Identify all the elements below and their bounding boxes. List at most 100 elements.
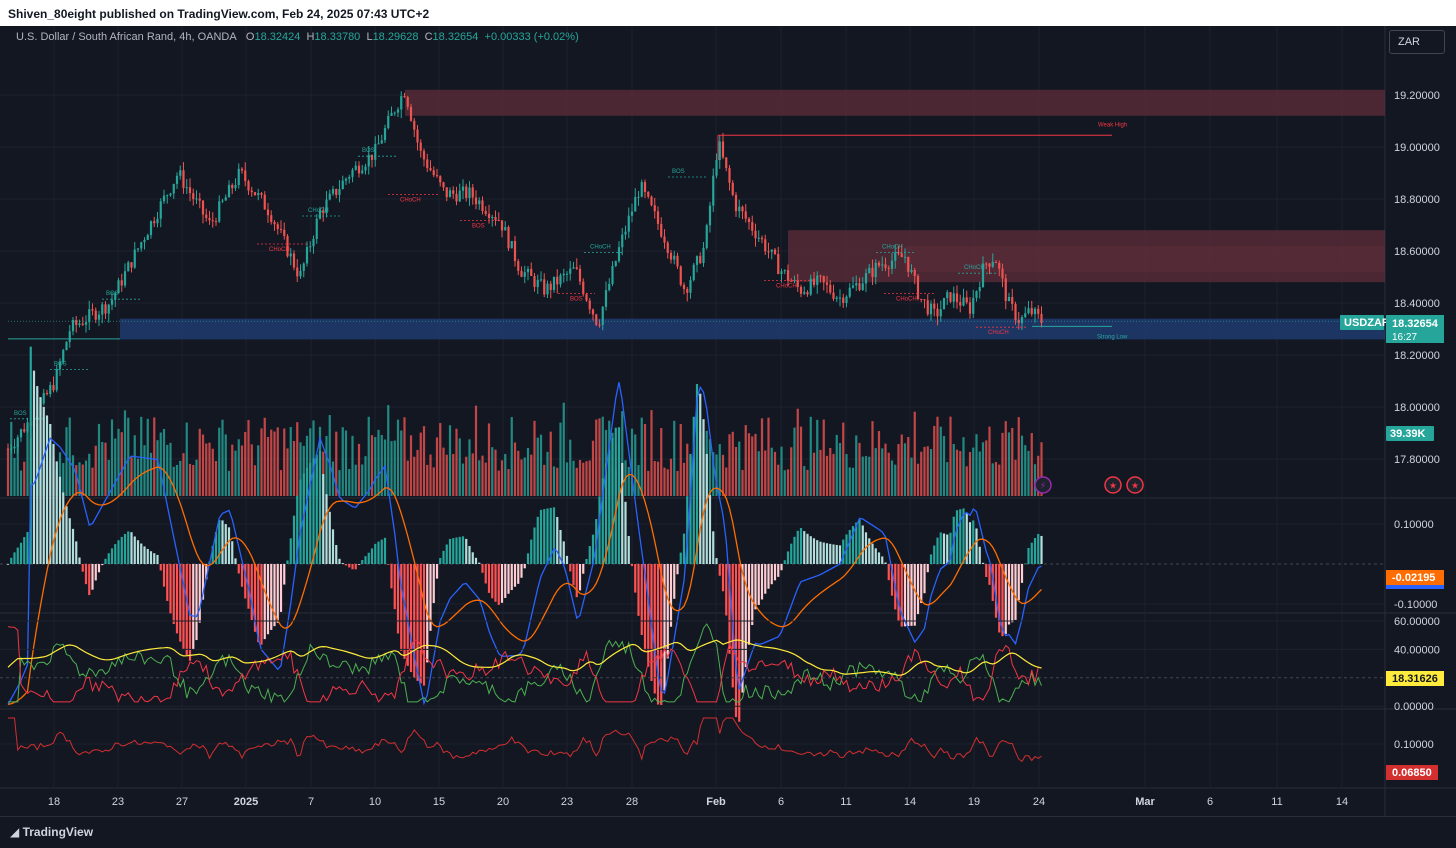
macd-hist-bar (777, 564, 780, 577)
candle-body (218, 201, 221, 222)
volume-bar (1007, 432, 1011, 496)
volume-bar (309, 428, 312, 496)
candle-body (117, 280, 120, 294)
macd-hist-bar (494, 564, 497, 602)
candle-body (214, 221, 218, 223)
candle-body (517, 261, 520, 271)
candle-body (312, 238, 315, 247)
candle-body (500, 220, 504, 231)
legend-low: 18.29628 (372, 31, 419, 43)
macd-hist-bar (929, 554, 933, 564)
atr-line (8, 717, 1042, 763)
macd-value-label: -0.02195 (1392, 572, 1435, 584)
x-tick-label: 11 (840, 796, 851, 808)
candle-body (604, 290, 608, 307)
volume-bar (530, 454, 533, 496)
candle-body (965, 297, 968, 303)
candle-body (159, 201, 162, 219)
macd-hist-bar (250, 564, 253, 620)
dmi-value-label: 18.31626 (1392, 673, 1438, 685)
volume-bar (16, 444, 19, 496)
volume-bar (741, 469, 744, 496)
candle-body (250, 190, 253, 193)
macd-hist-bar (299, 479, 302, 564)
x-tick-label: 15 (433, 796, 445, 808)
volume-bar (634, 434, 637, 496)
macd-hist-bar (679, 552, 682, 564)
volume-bar (234, 450, 237, 496)
volume-bar (754, 433, 757, 496)
candle-body (315, 218, 318, 239)
volume-bar (637, 465, 640, 496)
macd-hist-bar (747, 564, 751, 645)
candle-body (754, 230, 757, 239)
chart-area[interactable]: 18 23 27 2025 7 10 15 20 23 28 Feb 6 11 14 19 24 Mar 6 11 1… (0, 26, 1456, 816)
candle-body (445, 187, 448, 198)
candle-body (939, 309, 942, 317)
macd-hist-bar (799, 528, 803, 564)
macd-hist-bar (221, 520, 224, 564)
macd-hist-bar (962, 508, 965, 564)
macd-hist-bar (923, 564, 926, 594)
candle-body (279, 228, 283, 230)
macd-hist-bar (614, 427, 617, 564)
candle-body (380, 140, 383, 144)
volume-bar (367, 416, 370, 496)
macd-hist-bar (149, 551, 153, 564)
volume-bar (442, 447, 445, 496)
volume-bar (370, 435, 374, 496)
volume-bar (422, 426, 426, 496)
candle-body (299, 270, 302, 277)
currency-button[interactable]: ZAR (1389, 30, 1445, 54)
volume-bar (1014, 459, 1017, 496)
lightning-icon (1034, 476, 1052, 494)
volume-bar (458, 438, 461, 496)
macd-hist-bar (387, 564, 390, 565)
volume-bar (406, 460, 409, 496)
candle-body (292, 253, 296, 268)
candle-body (994, 261, 998, 263)
candle-body (23, 429, 26, 432)
volume-bar (283, 428, 286, 496)
candle-body (887, 267, 890, 269)
volume-bar (598, 418, 601, 496)
macd-hist-bar (767, 564, 770, 589)
volume-bar (23, 461, 26, 496)
volume-bar (335, 431, 338, 496)
macd-hist-bar (715, 558, 718, 564)
candle-body (461, 186, 465, 191)
macd-hist-bar (71, 528, 75, 564)
macd-hist-bar (916, 564, 920, 615)
x-tick-label: 24 (1033, 796, 1045, 808)
volume-bar (1037, 455, 1040, 496)
volume-bar (257, 445, 260, 496)
volume-bar (803, 466, 806, 496)
chart-canvas[interactable]: 18 23 27 2025 7 10 15 20 23 28 Feb 6 11 14 19 24 Mar 6 11 1… (0, 26, 1456, 816)
candle-body (923, 299, 926, 301)
volume-bar (708, 439, 712, 496)
choch-label-red: CHoCH (776, 283, 797, 289)
macd-line (7, 382, 1042, 706)
volume-bar (400, 430, 403, 496)
candle-body (224, 197, 227, 201)
macd-hist-bar (569, 564, 572, 572)
x-tick-label: 6 (778, 796, 784, 808)
candle-body (955, 293, 959, 303)
macd-hist-bar (380, 539, 383, 564)
volume-bar (877, 431, 881, 496)
candle-body (591, 309, 595, 315)
price-tick-label: 18.20000 (1394, 350, 1440, 362)
candle-body (468, 187, 471, 199)
volume-bar (871, 421, 874, 496)
macd-hist-bar (575, 564, 578, 598)
macd-hist-bar (497, 564, 500, 605)
candle-body (413, 120, 416, 130)
macd-hist-bar (1037, 533, 1040, 564)
macd-hist-bar (738, 564, 741, 722)
macd-hist-bar (130, 532, 133, 564)
x-tick-label: 2025 (234, 796, 258, 808)
candle-body (621, 234, 624, 248)
candle-body (370, 154, 374, 160)
macd-hist-bar (166, 564, 169, 601)
volume-bar (237, 439, 240, 496)
